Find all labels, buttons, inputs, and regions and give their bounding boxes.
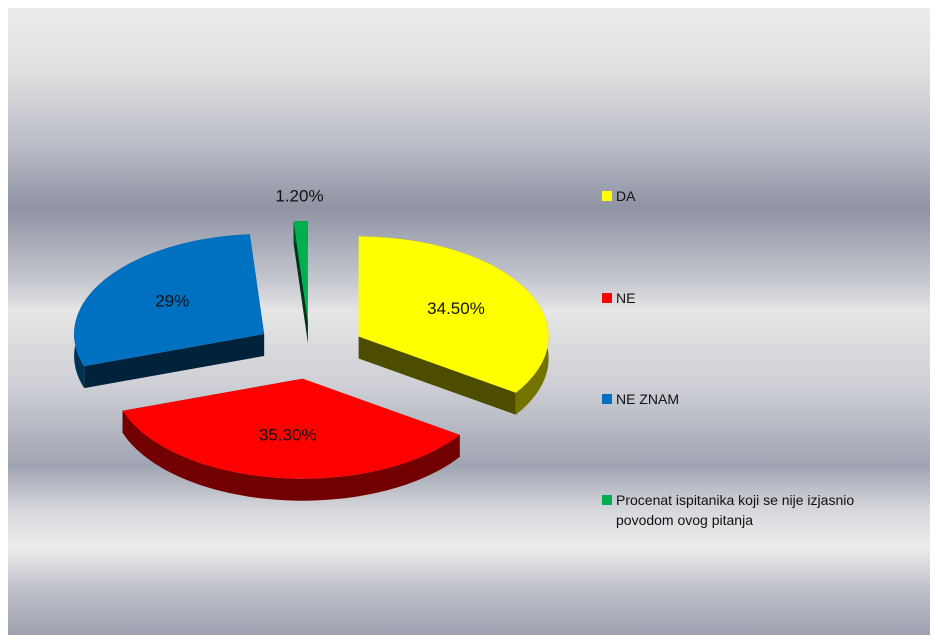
legend-item: NE ZNAM <box>602 389 912 409</box>
slice <box>293 221 308 322</box>
legend-label: NE ZNAM <box>616 391 679 407</box>
slice-side <box>122 410 460 501</box>
legend-swatch <box>602 191 612 201</box>
data-label: 35.30% <box>259 426 317 445</box>
data-label: 34.50% <box>427 299 485 318</box>
legend-item: Procenat ispitanika koji se nije izjasni… <box>602 490 912 530</box>
legend-swatch <box>602 495 612 505</box>
legend-label: NE <box>616 290 636 306</box>
slice <box>358 236 549 393</box>
slice-side <box>293 221 308 344</box>
legend-item: NE <box>602 288 912 308</box>
slice <box>74 234 265 367</box>
legend-label: DA <box>616 188 636 204</box>
data-label: 1.20% <box>275 187 323 206</box>
data-label: 29% <box>155 292 189 311</box>
slice <box>122 378 460 479</box>
slice-side <box>358 336 516 415</box>
slice-side <box>84 334 265 389</box>
legend-item: DA <box>602 186 912 206</box>
legend-label: Procenat ispitanika koji se nije izjasni… <box>616 492 855 528</box>
legend-swatch <box>602 394 612 404</box>
legend-swatch <box>602 293 612 303</box>
